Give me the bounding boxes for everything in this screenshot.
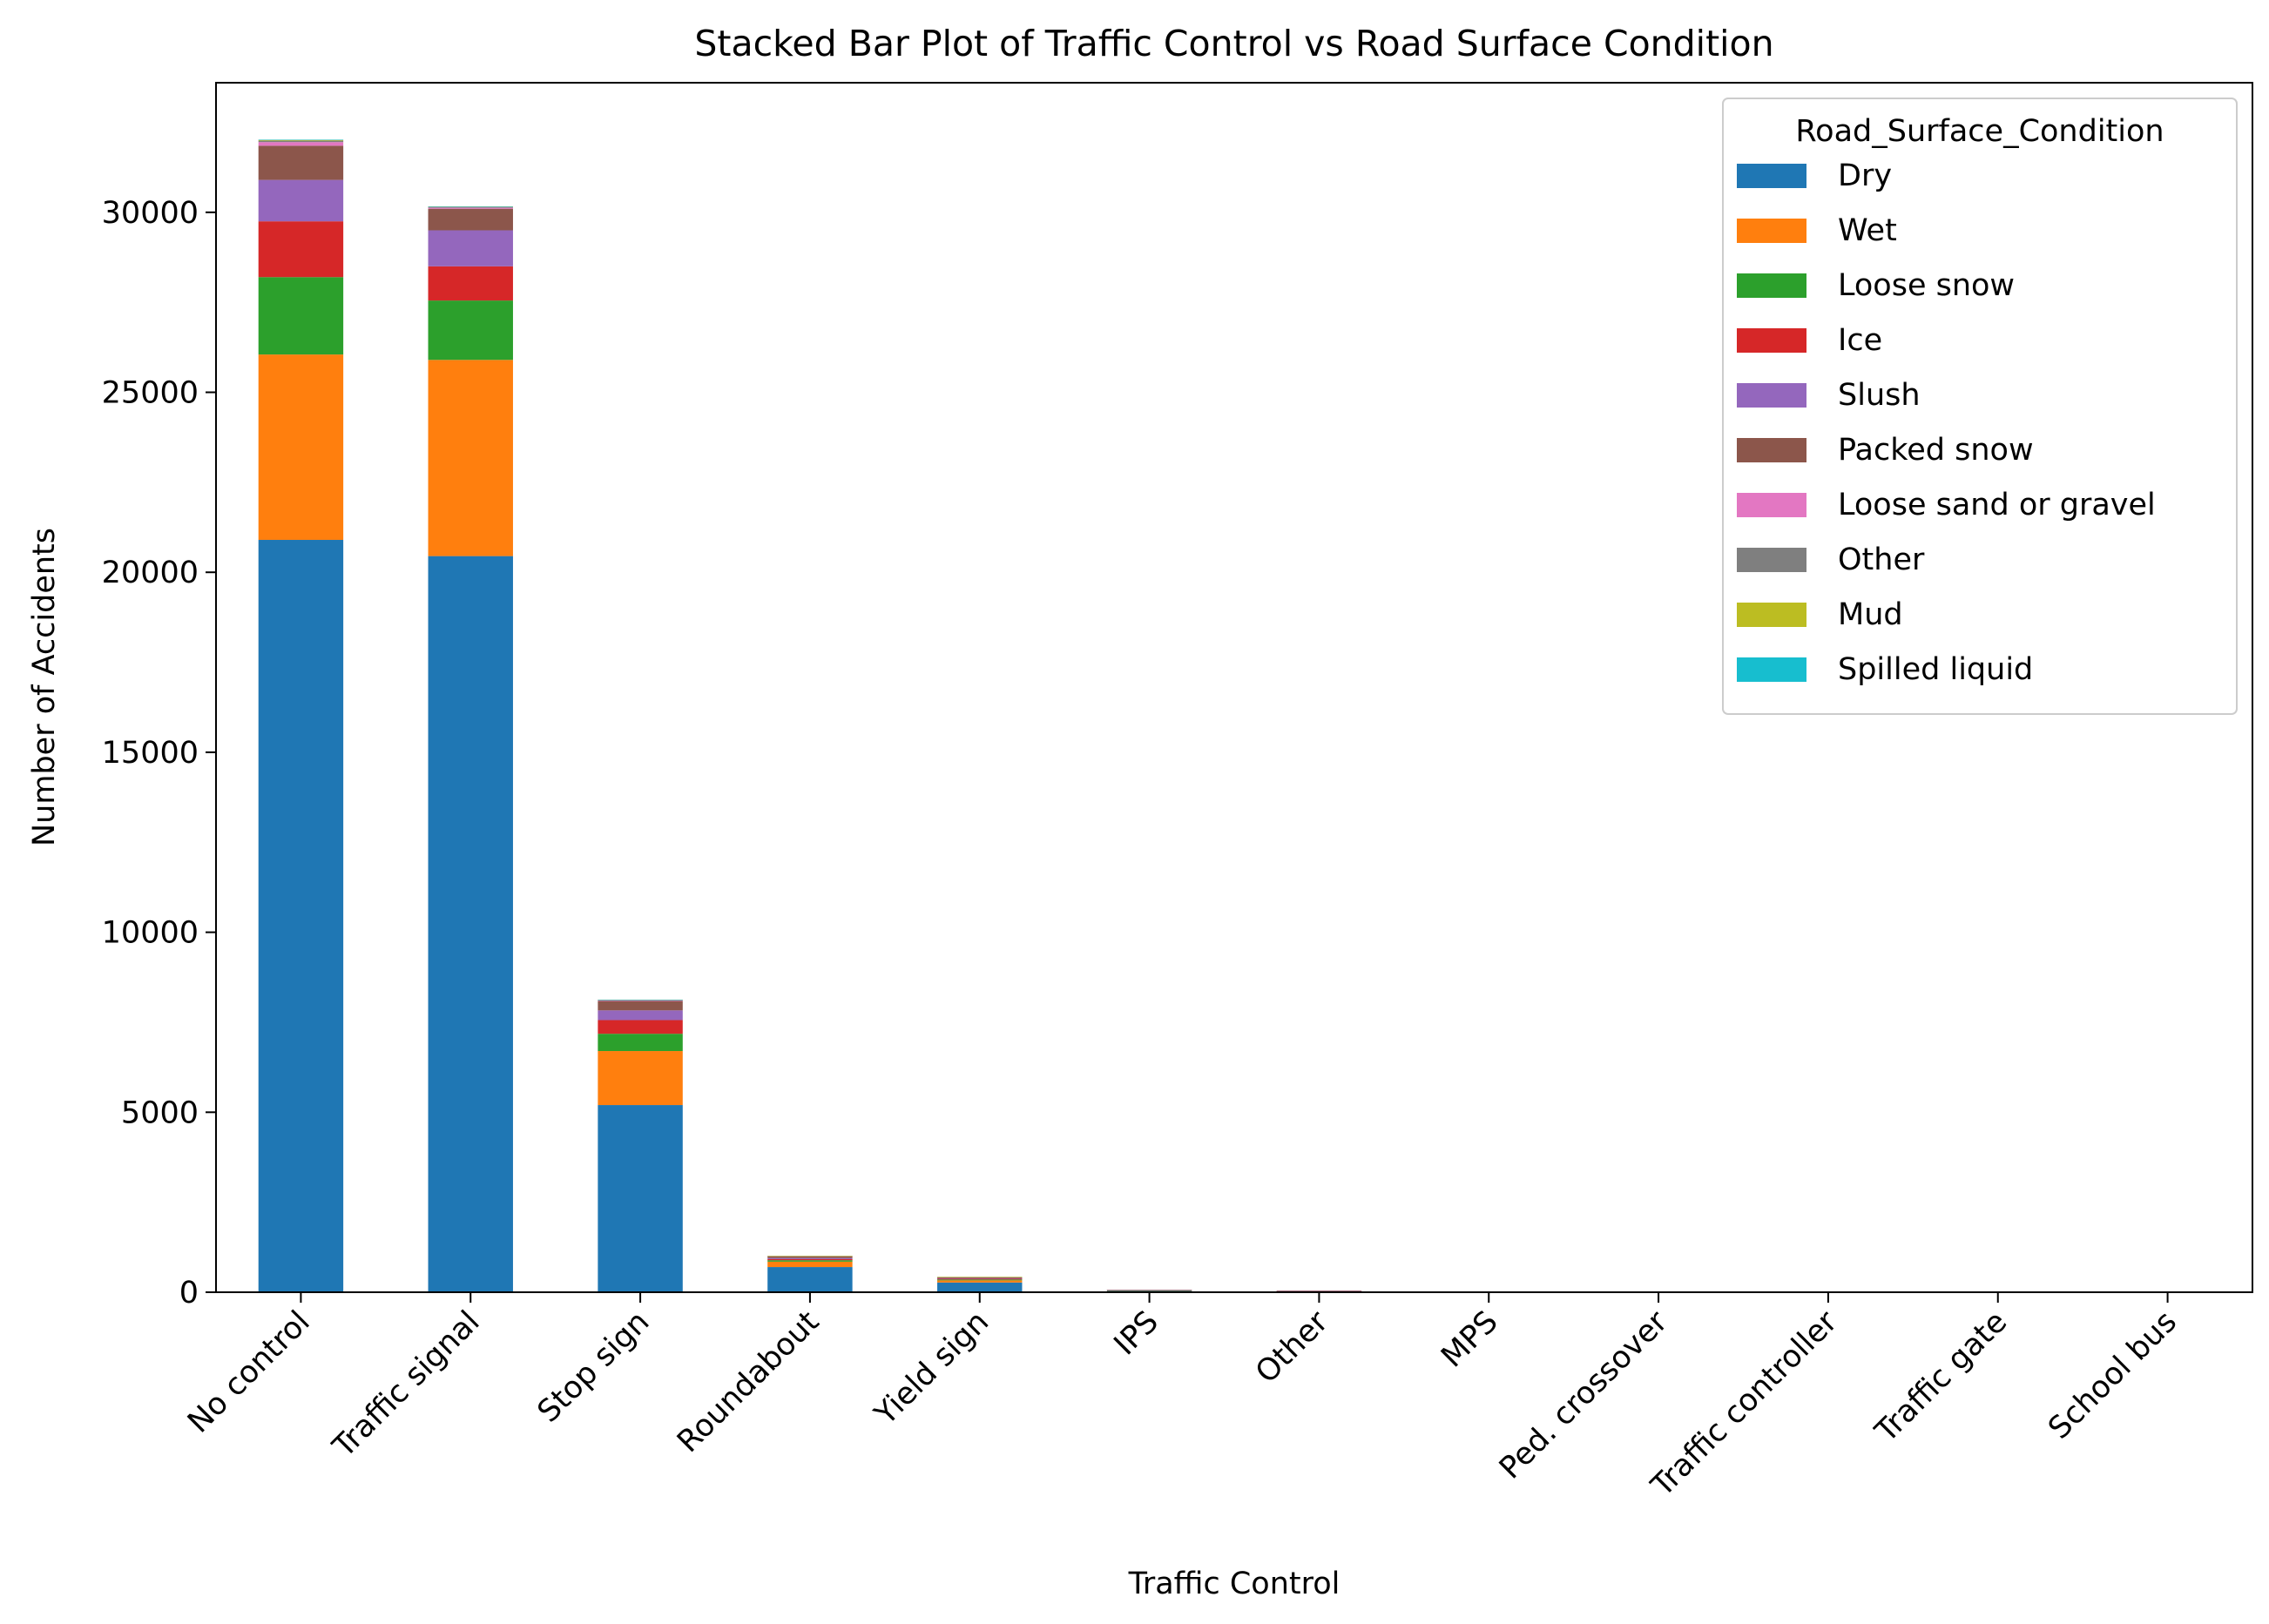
legend-title: Road_Surface_Condition bbox=[1795, 114, 2164, 149]
legend-label: Mud bbox=[1838, 597, 1903, 632]
legend-label: Ice bbox=[1838, 323, 1882, 358]
legend-swatch bbox=[1737, 219, 1806, 243]
chart-title: Stacked Bar Plot of Traffic Control vs R… bbox=[694, 23, 1773, 64]
bar-segment bbox=[598, 1051, 683, 1106]
legend-swatch bbox=[1737, 383, 1806, 408]
bar-segment bbox=[258, 142, 344, 146]
y-tick-label: 20000 bbox=[102, 556, 199, 590]
bar-segment bbox=[428, 208, 513, 231]
legend-label: Slush bbox=[1838, 378, 1921, 413]
bar-segment bbox=[428, 300, 513, 361]
bar-segment bbox=[598, 1020, 683, 1034]
bar-segment bbox=[428, 556, 513, 1292]
bar-segment bbox=[1276, 1290, 1362, 1291]
legend-swatch bbox=[1737, 493, 1806, 517]
legend-swatch bbox=[1737, 548, 1806, 572]
bar-segment bbox=[767, 1257, 853, 1259]
y-tick-label: 30000 bbox=[102, 196, 199, 231]
bar-segment bbox=[598, 1000, 683, 1001]
legend-swatch bbox=[1737, 164, 1806, 188]
x-axis-label: Traffic Control bbox=[1128, 1567, 1340, 1601]
legend-frame bbox=[1722, 98, 2238, 715]
y-axis-label: Number of Accidents bbox=[27, 528, 62, 846]
legend-label: Spilled liquid bbox=[1838, 652, 2033, 687]
bar-segment bbox=[598, 1001, 683, 1011]
bar-segment bbox=[258, 179, 344, 222]
y-tick-label: 5000 bbox=[121, 1095, 199, 1130]
bar-segment bbox=[937, 1277, 1023, 1278]
legend-label: Wet bbox=[1838, 213, 1897, 248]
legend-swatch bbox=[1737, 657, 1806, 682]
bar-segment bbox=[428, 207, 513, 209]
legend: Road_Surface_Condition Dry Wet Loose snow I… bbox=[1722, 98, 2238, 715]
series-spilled-liquid bbox=[258, 139, 683, 1001]
legend-label: Loose snow bbox=[1838, 268, 2015, 303]
series-slush bbox=[258, 179, 1531, 1292]
bar-segment bbox=[428, 230, 513, 266]
bar-segment bbox=[937, 1279, 1023, 1281]
legend-swatch bbox=[1737, 273, 1806, 298]
bar-segment bbox=[258, 139, 344, 141]
bar-segment bbox=[598, 1105, 683, 1292]
legend-swatch bbox=[1737, 438, 1806, 462]
bar-segment bbox=[937, 1277, 1023, 1279]
series-wet bbox=[258, 354, 2211, 1293]
bar-segment bbox=[767, 1267, 853, 1292]
y-axis: 0 5000 10000 15000 20000 25000 30000 bbox=[102, 196, 216, 1311]
y-tick-label: 10000 bbox=[102, 916, 199, 951]
bar-segment bbox=[428, 266, 513, 301]
bar-segment bbox=[767, 1258, 853, 1261]
legend-label: Other bbox=[1838, 542, 1925, 577]
bar-segment bbox=[258, 140, 344, 143]
series-dry bbox=[258, 540, 2211, 1293]
bar-segment bbox=[258, 540, 344, 1292]
bar-segment bbox=[258, 145, 344, 180]
legend-label: Loose sand or gravel bbox=[1838, 488, 2156, 522]
bar-segment bbox=[767, 1261, 853, 1268]
legend-swatch bbox=[1737, 603, 1806, 627]
bar-segment bbox=[428, 206, 513, 208]
bar-segment bbox=[767, 1256, 853, 1257]
bar-segment bbox=[258, 354, 344, 541]
y-tick-label: 0 bbox=[179, 1276, 199, 1311]
bar-segment bbox=[428, 360, 513, 556]
bar-segment bbox=[598, 1034, 683, 1052]
bars-group bbox=[258, 139, 2211, 1293]
legend-label: Dry bbox=[1838, 158, 1892, 193]
legend-swatch bbox=[1737, 328, 1806, 353]
bar-segment bbox=[258, 277, 344, 355]
plot-area-frame bbox=[215, 82, 2253, 1293]
bar-segment bbox=[598, 1010, 683, 1021]
bar-segment bbox=[767, 1260, 853, 1262]
legend-label: Packed snow bbox=[1838, 433, 2034, 468]
series-packed-snow bbox=[258, 145, 1531, 1292]
bar-segment bbox=[258, 221, 344, 278]
y-tick-label: 15000 bbox=[102, 736, 199, 771]
bar-segment bbox=[258, 139, 344, 140]
bar-segment bbox=[937, 1278, 1023, 1280]
bar-segment bbox=[767, 1256, 853, 1258]
bar-segment bbox=[428, 206, 513, 207]
y-tick-label: 25000 bbox=[102, 376, 199, 411]
bar-segment bbox=[937, 1280, 1023, 1283]
bar-segment bbox=[937, 1282, 1023, 1292]
series-ice bbox=[258, 221, 1701, 1292]
